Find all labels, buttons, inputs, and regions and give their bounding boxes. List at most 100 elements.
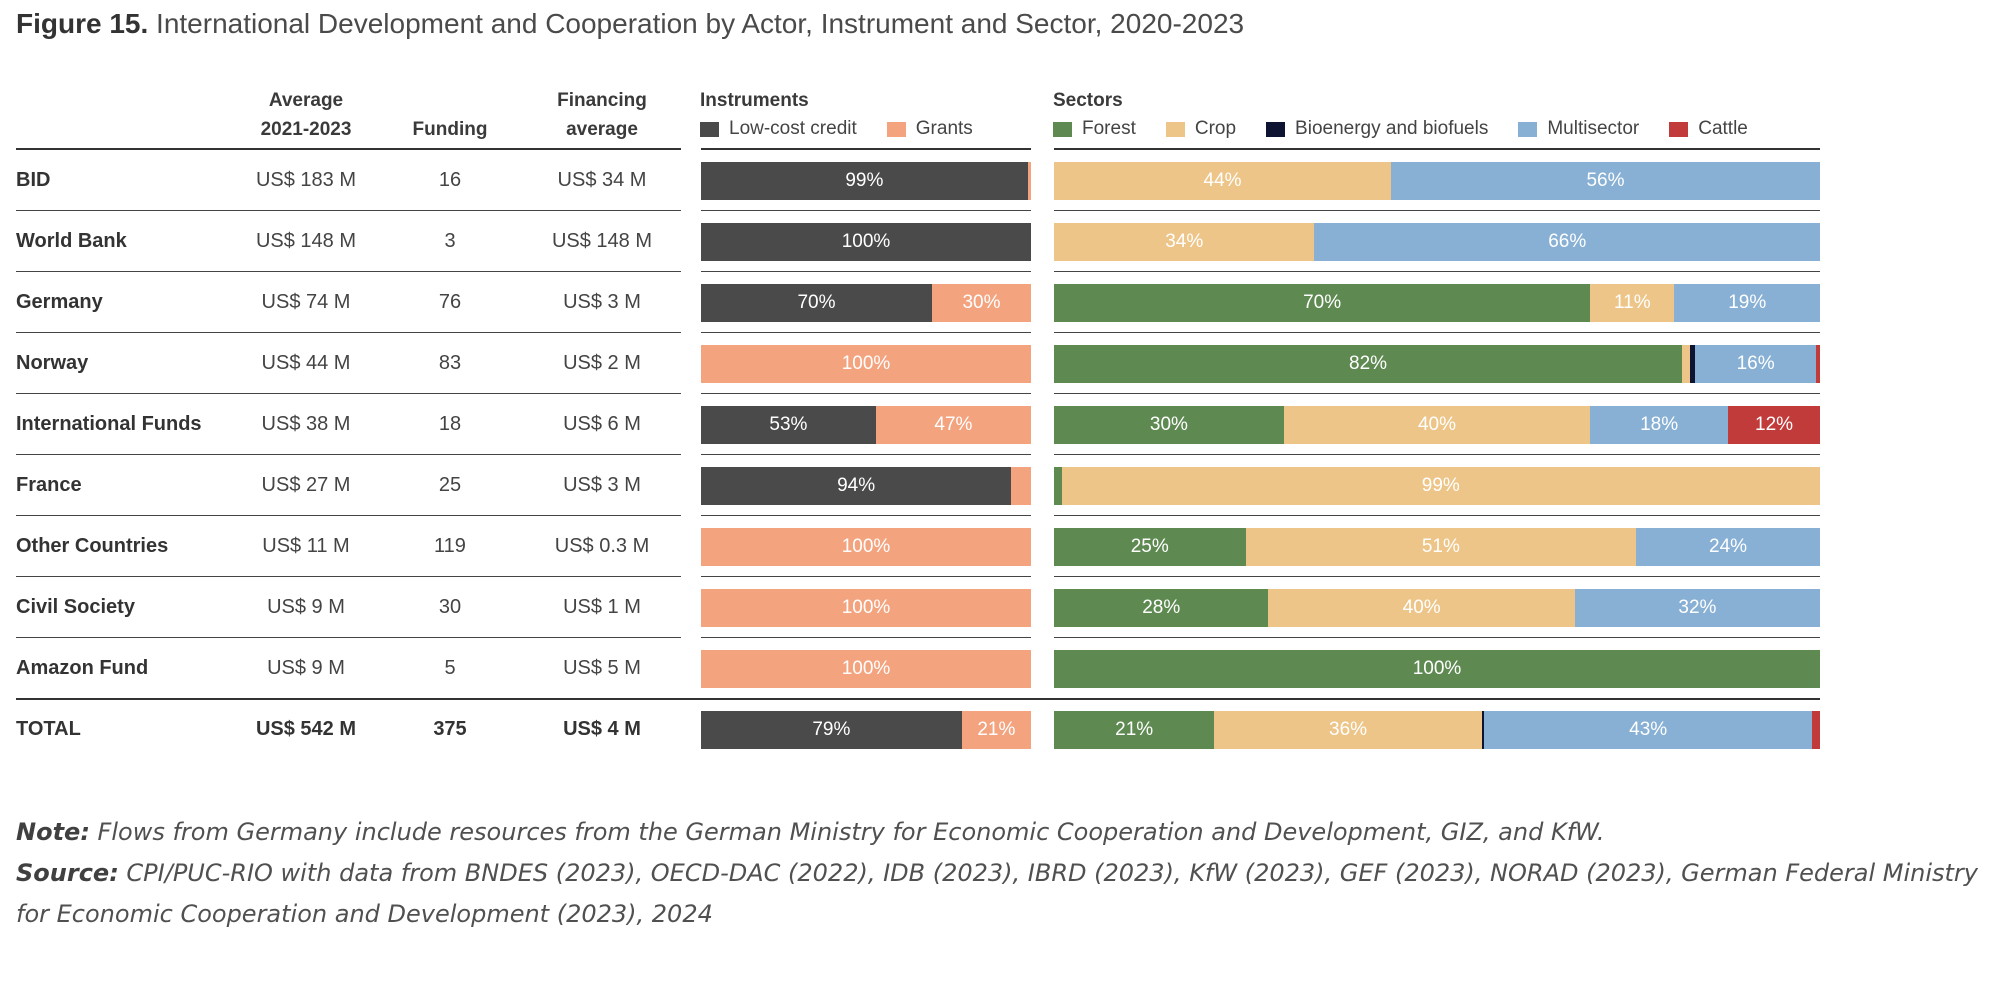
cell-funding-total: 375 [433, 718, 467, 740]
instrument-legend-label-grants: Grants [915, 118, 973, 139]
sector-bar-world-bank-segment-multisector: 66% [1314, 223, 1820, 261]
sector-legend-item-bioenergy: Bioenergy and biofuels [1266, 118, 1488, 140]
figure-title-text: International Development and Cooperatio… [156, 8, 1245, 39]
header-funding: Funding [390, 115, 510, 144]
header-average-line2: 2021-2023 [260, 119, 352, 140]
cell-funding-civil-society: 30 [438, 596, 462, 618]
sector-legend-item-multisector: Multisector [1518, 118, 1639, 140]
instrument-bar-civil-society: 100% [701, 589, 1031, 627]
source-text: CPI/PUC-RIO with data from BNDES (2023),… [16, 859, 1978, 928]
sector-bar-norway-segment-forest: 82% [1054, 345, 1683, 383]
cell-funding-international-funds: 18 [438, 413, 462, 435]
cell-average-amazon-fund: US$ 9 M [267, 657, 345, 679]
instrument-bar-amazon-fund: 100% [701, 650, 1031, 688]
sector-bar-other-countries-segment-forest: 25% [1054, 528, 1246, 566]
row-divider-table [16, 454, 681, 455]
note-text: Flows from Germany include resources fro… [89, 818, 1605, 846]
row-label-bid: BID [16, 169, 51, 191]
sector-bar-world-bank-segment-crop: 34% [1054, 223, 1315, 261]
sector-bar-civil-society-segment-crop: 40% [1268, 589, 1575, 627]
instrument-bar-bid: 99% [701, 162, 1031, 200]
sector-legend-label-forest: Forest [1082, 118, 1136, 139]
instrument-bar-bid-segment-low_cost_credit: 99% [701, 162, 1028, 200]
sector-bar-norway: 82% 16% [1054, 345, 1820, 383]
cell-financing-germany: US$ 3 M [563, 291, 641, 313]
sector-legend-swatch-bioenergy [1266, 121, 1286, 137]
cell-financing-norway: US$ 2 M [563, 352, 641, 374]
row-label-norway: Norway [16, 352, 89, 374]
header-rule-sectors [1054, 148, 1820, 150]
sector-bar-total-segment-bioenergy [1481, 711, 1484, 749]
header-average-line1: Average [268, 90, 344, 111]
sector-bar-bid: 44% 56% [1054, 162, 1820, 200]
row-divider-table [16, 393, 681, 394]
instrument-bar-civil-society-segment-grants: 100% [701, 589, 1031, 627]
cell-funding-other-countries: 119 [434, 535, 466, 557]
instrument-bar-france-segment-grants [1011, 467, 1031, 505]
sector-bar-norway-segment-cattle [1816, 345, 1820, 383]
instrument-bar-france: 94% [701, 467, 1031, 505]
cell-funding-germany: 76 [438, 291, 462, 313]
header-average: Average 2021-2023 [236, 86, 376, 144]
figure-label: Figure 15. [16, 8, 149, 39]
sector-legend-label-bioenergy: Bioenergy and biofuels [1295, 118, 1489, 139]
sector-legend-item-forest: Forest [1053, 118, 1136, 140]
sector-bar-norway-segment-crop [1682, 345, 1690, 383]
instrument-legend-swatch-low_cost_credit [700, 121, 719, 137]
row-divider-sectors [1054, 393, 1820, 394]
header-instruments: Instruments [700, 90, 809, 111]
cell-average-civil-society: US$ 9 M [267, 596, 345, 618]
instrument-bar-international-funds-segment-grants: 47% [875, 406, 1031, 444]
row-divider-sectors [1054, 637, 1820, 638]
cell-financing-world-bank: US$ 148 M [551, 230, 653, 252]
sector-bar-total-segment-cattle [1812, 711, 1820, 749]
cell-average-other-countries: US$ 11 M [262, 535, 350, 557]
instrument-legend-label-low_cost_credit: Low-cost credit [729, 118, 857, 139]
cell-financing-international-funds: US$ 6 M [563, 413, 641, 435]
source-line: Source: CPI/PUC-RIO with data from BNDES… [16, 853, 1991, 935]
instrument-bar-germany: 70% 30% [701, 284, 1031, 322]
sector-bar-france-segment-forest [1054, 467, 1062, 505]
row-divider-table [16, 515, 681, 516]
instrument-legend: Low-cost credit Grants [700, 118, 1003, 140]
header-sectors: Sectors [1053, 90, 1123, 111]
row-divider-table [16, 637, 681, 638]
sector-bar-international-funds-segment-crop: 40% [1283, 406, 1591, 444]
row-divider-sectors [1054, 454, 1820, 455]
note-line: Note: Flows from Germany include resourc… [16, 812, 1991, 853]
instrument-bar-international-funds-segment-low_cost_credit: 53% [701, 406, 876, 444]
instrument-bar-total: 79% 21% [701, 711, 1031, 749]
row-divider-table [16, 210, 681, 211]
sector-bar-total-segment-multisector: 43% [1483, 711, 1813, 749]
row-divider-sectors [1054, 210, 1820, 211]
cell-average-norway: US$ 44 M [261, 352, 351, 374]
row-divider-instruments [701, 332, 1031, 333]
sector-bar-france: 99% [1054, 467, 1820, 505]
cell-financing-civil-society: US$ 1 M [563, 596, 641, 618]
cell-average-bid: US$ 183 M [255, 169, 357, 191]
cell-financing-amazon-fund: US$ 5 M [563, 657, 641, 679]
cell-financing-total: US$ 4 M [563, 718, 641, 740]
row-divider-table [16, 332, 681, 333]
sector-bar-total: 21% 36% 43% [1054, 711, 1820, 749]
sector-bar-norway-segment-bioenergy [1689, 345, 1696, 383]
row-label-germany: Germany [16, 291, 103, 313]
sector-bar-international-funds-segment-forest: 30% [1054, 406, 1284, 444]
cell-funding-bid: 16 [438, 169, 462, 191]
sector-bar-other-countries-segment-crop: 51% [1245, 528, 1637, 566]
sector-legend-label-multisector: Multisector [1547, 118, 1640, 139]
sector-bar-civil-society-segment-forest: 28% [1054, 589, 1269, 627]
sector-legend-swatch-forest [1053, 121, 1072, 137]
cell-average-france: US$ 27 M [261, 474, 351, 496]
note-label: Note: [16, 818, 90, 846]
sector-bar-total-segment-forest: 21% [1054, 711, 1215, 749]
sector-legend-label-crop: Crop [1194, 118, 1237, 139]
instrument-bar-other-countries: 100% [701, 528, 1031, 566]
instrument-bar-international-funds: 53% 47% [701, 406, 1031, 444]
cell-financing-france: US$ 3 M [563, 474, 641, 496]
instrument-legend-item-low_cost_credit: Low-cost credit [700, 118, 857, 140]
sector-bar-civil-society: 28% 40% 32% [1054, 589, 1820, 627]
instrument-bar-france-segment-low_cost_credit: 94% [701, 467, 1012, 505]
sector-bar-germany-segment-multisector: 19% [1674, 284, 1820, 322]
cell-funding-france: 25 [438, 474, 462, 496]
